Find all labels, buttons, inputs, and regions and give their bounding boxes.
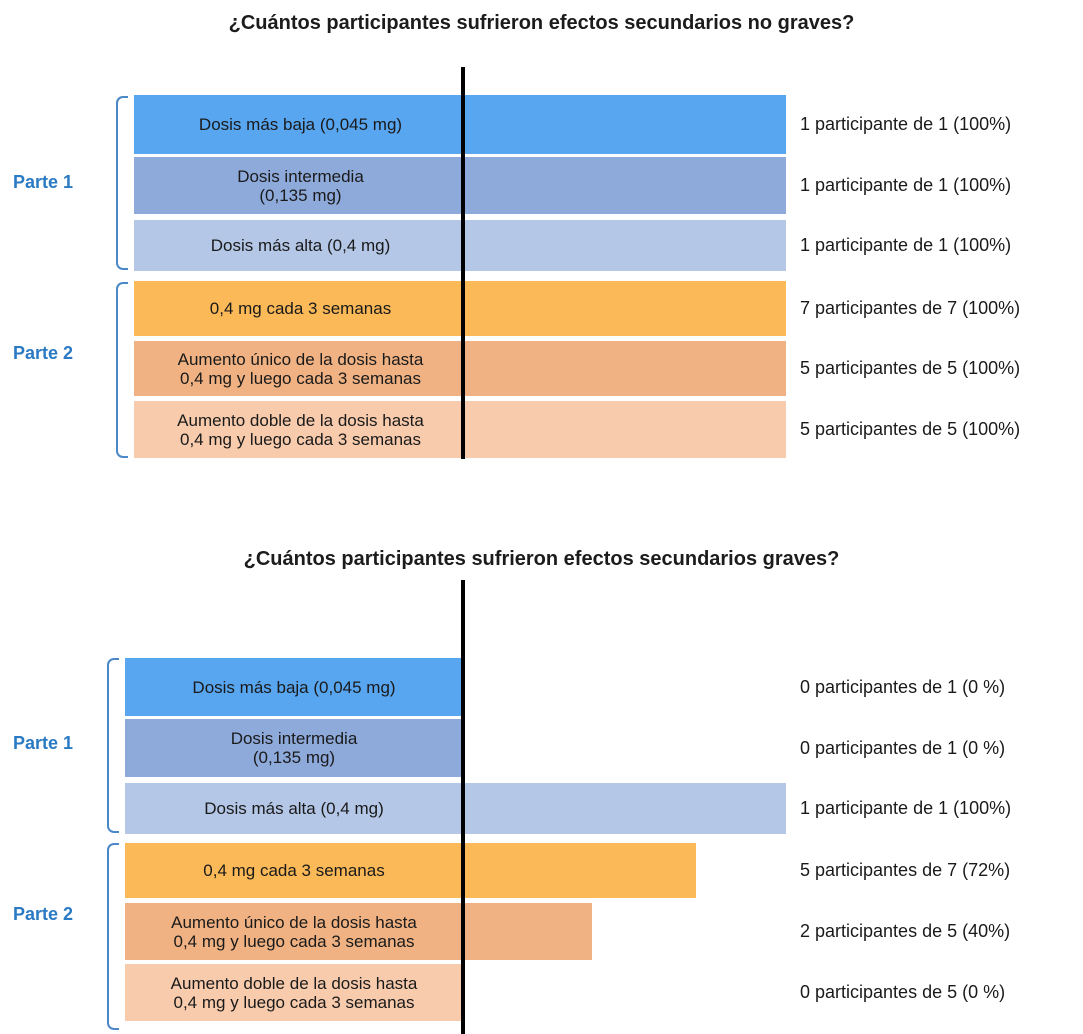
- bar-category-label: Aumento único de la dosis hasta 0,4 mg y…: [171, 912, 417, 951]
- bar-0-4: [134, 341, 786, 396]
- bar-value-label: 2 participantes de 5 (40%): [800, 921, 1011, 941]
- bar-category-label: Dosis más baja (0,045 mg): [198, 115, 403, 134]
- bar-category-label: Aumento doble de la dosis hasta 0,4 mg y…: [177, 410, 424, 449]
- bar-1-2: [125, 783, 786, 834]
- zero-axis-line: [461, 580, 465, 1034]
- bar-category-label: 0,4 mg cada 3 semanas: [203, 861, 385, 880]
- bar-category-label: Dosis intermedia (0,135 mg): [230, 729, 358, 767]
- chart-title-non-serious: ¿Cuántos participantes sufrieron efectos…: [228, 12, 855, 34]
- bar-value-label: 0 participantes de 1 (0 %): [800, 676, 1006, 697]
- bar-0-5: [134, 401, 786, 458]
- bar-1-5: [125, 964, 463, 1021]
- bar-0-3: [134, 281, 786, 336]
- bar-category-label: Aumento doble de la dosis hasta 0,4 mg y…: [170, 973, 418, 1012]
- bar-0-0: [134, 95, 786, 154]
- bar-value-label: 1 participante de 1 (100%): [800, 798, 1012, 818]
- bar-1-0: [125, 658, 463, 716]
- bar-value-label: 5 participantes de 5 (100%): [800, 419, 1021, 439]
- bar-1-1: [125, 719, 463, 777]
- bar-category-label: Dosis intermedia (0,135 mg): [237, 166, 364, 205]
- group-bracket: [107, 658, 119, 833]
- bar-category-label: Dosis más alta (0,4 mg): [204, 799, 384, 818]
- bar-value-label: 1 participante de 1 (100%): [800, 114, 1012, 134]
- bar-category-label: 0,4 mg cada 3 semanas: [209, 299, 392, 318]
- group-bracket: [116, 96, 128, 270]
- group-label: Parte 2: [13, 904, 74, 924]
- bar-category-label: Dosis más alta (0,4 mg): [210, 236, 391, 255]
- group-label: Parte 1: [13, 172, 74, 192]
- bar-value-label: 1 participante de 1 (100%): [800, 235, 1012, 255]
- bar-value-label: 1 participante de 1 (100%): [800, 175, 1012, 195]
- bar-1-4: [125, 903, 593, 960]
- group-bracket: [116, 282, 128, 458]
- bar-value-label: 0 participantes de 5 (0 %): [800, 982, 1006, 1002]
- bar-value-label: 5 participantes de 7 (72%): [800, 860, 1011, 880]
- bar-value-label: 0 participantes de 1 (0 %): [800, 737, 1006, 758]
- bar-0-1: [134, 157, 786, 214]
- bar-category-label: Aumento único de la dosis hasta 0,4 mg y…: [177, 349, 424, 388]
- group-label: Parte 1: [13, 733, 74, 753]
- bar-0-2: [134, 220, 786, 271]
- zero-axis-line: [461, 67, 465, 459]
- chart-title-serious: ¿Cuántos participantes sufrieron efectos…: [243, 548, 840, 570]
- bar-value-label: 5 participantes de 5 (100%): [800, 358, 1021, 378]
- bar-category-label: Dosis más baja (0,045 mg): [192, 677, 396, 697]
- bar-1-3: [125, 843, 696, 898]
- group-label: Parte 2: [13, 343, 74, 363]
- group-bracket: [107, 843, 119, 1030]
- bar-value-label: 7 participantes de 7 (100%): [800, 298, 1021, 318]
